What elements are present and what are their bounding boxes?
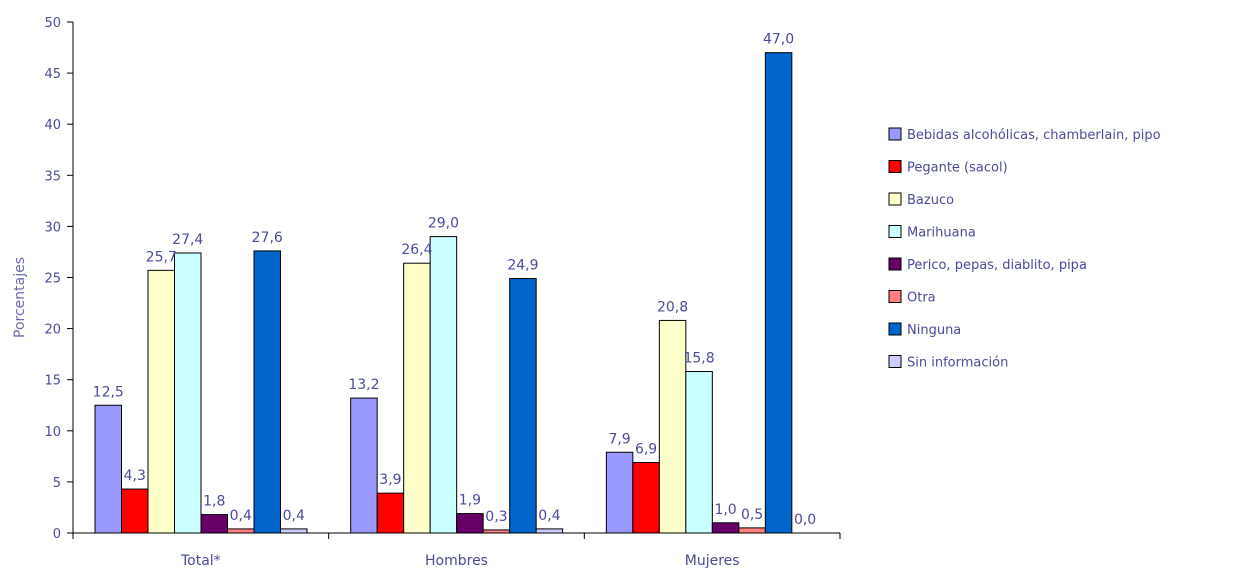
data-label: 1,0 (714, 502, 736, 518)
legend-label: Perico, pepas, diablito, pipa (907, 258, 1087, 273)
bar (738, 527, 766, 534)
legend-label: Bebidas alcohólicas, chamberlain, pipo (907, 128, 1161, 143)
legend-label: Otra (907, 291, 936, 306)
bar (227, 528, 255, 534)
legend-swatch (888, 192, 902, 206)
legend-label: Sin información (907, 356, 1008, 371)
data-label: 25,7 (146, 249, 177, 265)
data-label: 24,9 (507, 258, 538, 274)
bar (632, 461, 660, 534)
legend-label: Ninguna (907, 323, 961, 338)
bar (535, 528, 564, 534)
data-label: 15,8 (683, 351, 714, 367)
data-label: 47,0 (763, 32, 794, 48)
data-label: 20,8 (657, 299, 688, 315)
data-label: 7,9 (608, 431, 630, 447)
y-tick-label: 45 (44, 67, 61, 82)
data-label: 29,0 (428, 216, 459, 232)
legend-swatch (888, 160, 902, 173)
data-label: 4,3 (124, 468, 146, 484)
legend-swatch (888, 355, 902, 368)
data-label: 12,5 (93, 384, 124, 400)
bar (429, 236, 458, 534)
bar (711, 522, 740, 534)
data-label: 0,4 (230, 508, 252, 524)
bar (403, 262, 431, 534)
bar (482, 529, 511, 534)
data-label: 0,3 (485, 509, 507, 525)
y-tick-label: 20 (44, 323, 61, 338)
bar (764, 52, 793, 534)
bar (121, 488, 149, 534)
y-tick-label: 30 (44, 220, 61, 235)
data-label: 1,9 (459, 493, 481, 509)
legend-label: Bazuco (907, 193, 954, 208)
data-label: 0,0 (794, 512, 816, 528)
data-label: 1,8 (203, 494, 225, 510)
y-tick-label: 10 (44, 425, 61, 440)
y-tick-label: 50 (44, 16, 61, 31)
x-category-label: Total* (180, 553, 221, 569)
legend-swatch (888, 257, 902, 271)
bar (658, 319, 687, 534)
bar (350, 397, 378, 534)
bar (280, 528, 308, 534)
data-label: 0,4 (538, 508, 560, 524)
data-label: 6,9 (635, 441, 657, 457)
y-tick-label: 0 (53, 527, 61, 542)
bar (509, 278, 537, 534)
legend-label: Pegante (sacol) (907, 161, 1008, 176)
data-label: 3,9 (379, 472, 401, 488)
data-label: 0,5 (741, 507, 763, 523)
y-tick-label: 40 (44, 118, 61, 133)
bar (147, 269, 175, 534)
bar (174, 252, 202, 534)
y-tick-label: 15 (44, 374, 61, 389)
legend-label: Marihuana (907, 226, 976, 241)
data-labels: 12,5 4,3 25,727,4 1,8 0,4 27,6 0,4 13,2 3,9 26,4 2… (93, 32, 817, 528)
legend-swatch (888, 127, 902, 141)
x-category-label: Mujeres (685, 553, 740, 569)
bars (94, 52, 793, 534)
data-label: 27,6 (252, 230, 283, 246)
legend-swatch (888, 225, 902, 238)
legend-swatch (888, 290, 902, 303)
data-label: 27,4 (172, 232, 203, 248)
bar (456, 513, 484, 534)
data-label: 0,4 (283, 508, 305, 524)
bar (605, 451, 634, 534)
x-category-label: Hombres (425, 553, 488, 569)
bar (94, 404, 122, 534)
bar (253, 250, 281, 534)
legend-swatch (888, 322, 902, 336)
bar (685, 371, 713, 534)
data-label: 13,2 (348, 377, 379, 393)
legend: Bebidas alcohólicas, chamberlain, pipo Pe… (888, 127, 1161, 371)
data-label: 26,4 (401, 242, 432, 258)
bar (200, 514, 228, 534)
y-tick-label: 35 (44, 169, 61, 184)
bar (376, 492, 405, 534)
y-tick-label: 25 (44, 272, 61, 287)
y-tick-label: 5 (53, 476, 61, 491)
y-axis-label: Porcentajes (12, 257, 28, 338)
